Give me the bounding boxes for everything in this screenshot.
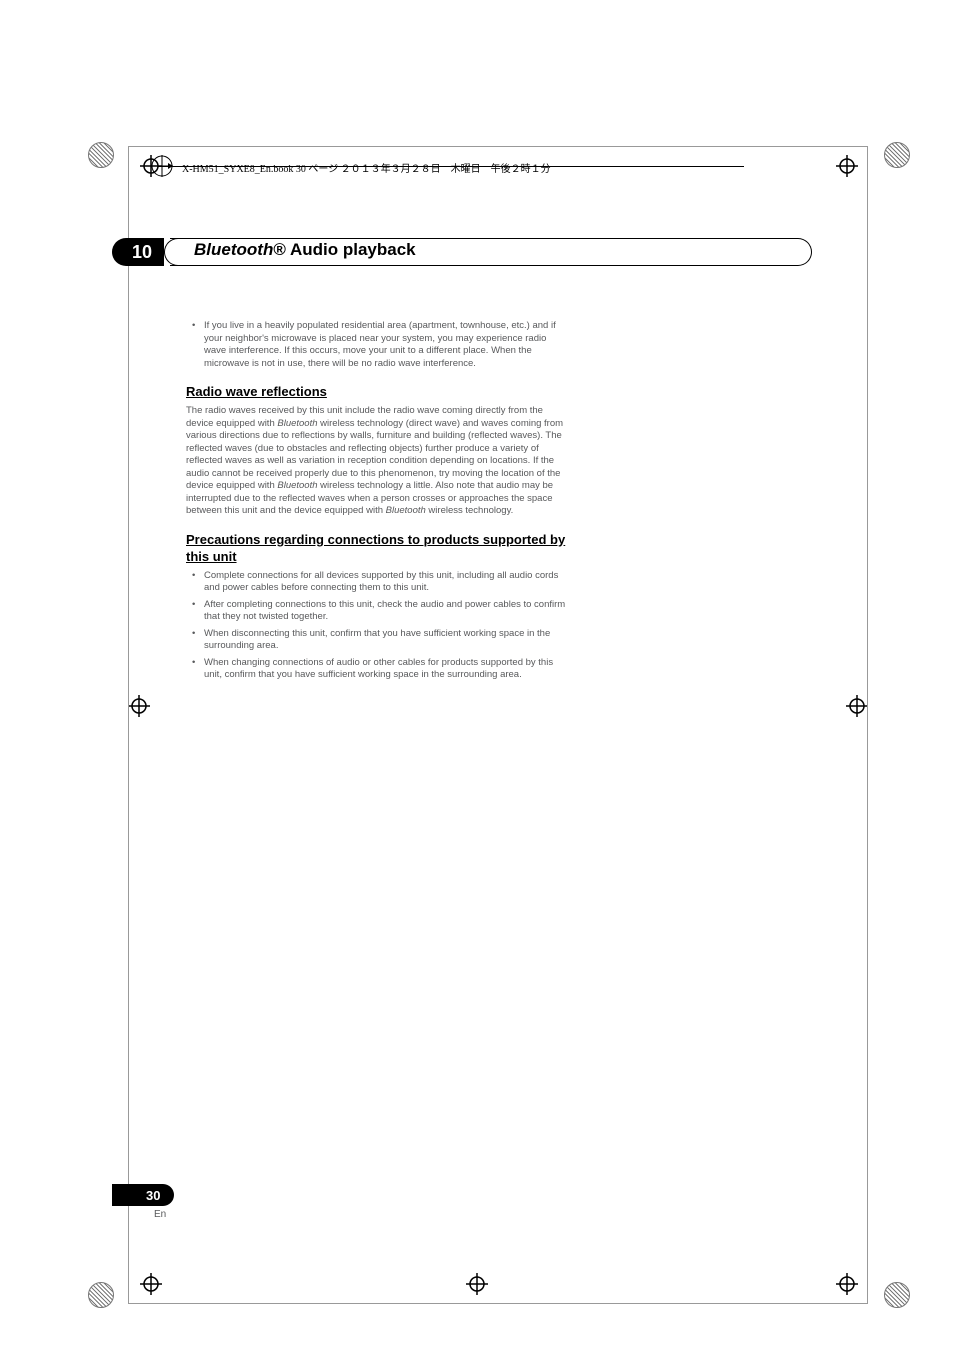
crosshair-icon bbox=[140, 1273, 162, 1295]
chapter-title-rest: Audio playback bbox=[286, 240, 416, 259]
chapter-header: 10 Bluetooth® Audio playback bbox=[112, 235, 812, 269]
print-registration-hatch-bl bbox=[88, 1282, 114, 1308]
intro-bullet: If you live in a heavily populated resid… bbox=[204, 320, 566, 370]
crosshair-icon bbox=[836, 155, 858, 177]
chapter-number-pill: 10 bbox=[112, 238, 164, 266]
intro-bullet-list: If you live in a heavily populated resid… bbox=[186, 320, 566, 370]
section-heading-precautions: Precautions regarding connections to pro… bbox=[186, 532, 566, 566]
precaution-item: Complete connections for all devices sup… bbox=[204, 570, 566, 595]
page-language: En bbox=[154, 1209, 166, 1220]
precaution-item: When changing connections of audio or ot… bbox=[204, 657, 566, 682]
crosshair-icon bbox=[836, 1273, 858, 1295]
page-number-pill: 30 bbox=[112, 1184, 174, 1206]
content-column: If you live in a heavily populated resid… bbox=[186, 320, 566, 686]
crosshair-icon bbox=[128, 695, 150, 717]
chapter-title-italic: Bluetooth bbox=[194, 240, 273, 259]
chapter-title-reg: ® bbox=[273, 240, 286, 259]
print-registration-hatch-tr bbox=[884, 142, 910, 168]
precautions-list: Complete connections for all devices sup… bbox=[186, 570, 566, 682]
section-heading-reflections: Radio wave reflections bbox=[186, 384, 566, 401]
precaution-item: When disconnecting this unit, confirm th… bbox=[204, 628, 566, 653]
chapter-title: Bluetooth® Audio playback bbox=[194, 240, 416, 260]
precaution-item: After completing connections to this uni… bbox=[204, 599, 566, 624]
print-registration-hatch-br bbox=[884, 1282, 910, 1308]
crosshair-icon bbox=[466, 1273, 488, 1295]
crosshair-icon bbox=[846, 695, 868, 717]
chapter-number: 10 bbox=[132, 242, 152, 263]
print-registration-hatch-tl bbox=[88, 142, 114, 168]
page-number: 30 bbox=[146, 1188, 160, 1203]
section-body-reflections: The radio waves received by this unit in… bbox=[186, 405, 566, 518]
book-header-label: X-HM51_SYXE8_En.book 30 ページ ２０１３年３月２８日 木… bbox=[182, 160, 551, 175]
